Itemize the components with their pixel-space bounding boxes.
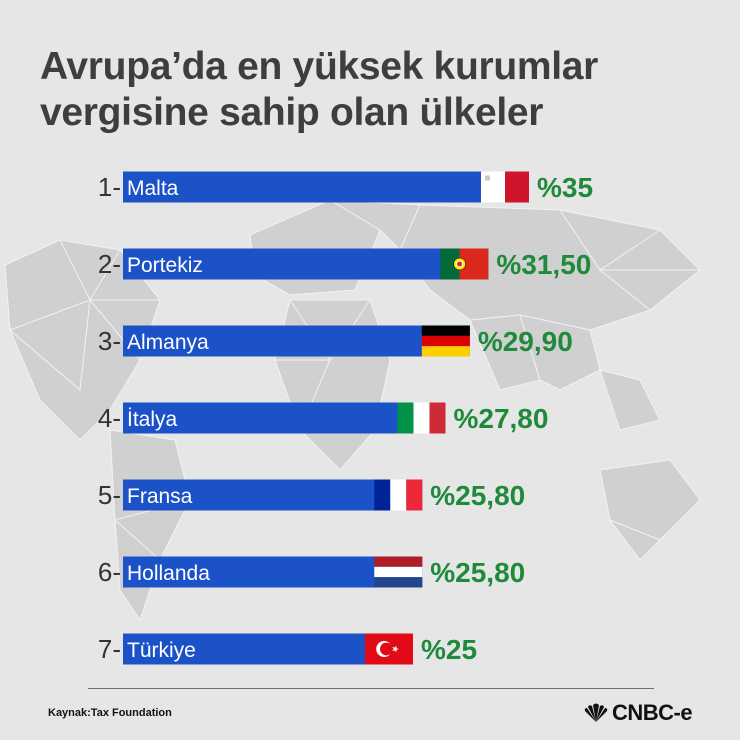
flag-part (413, 402, 430, 434)
bar-row: 4- İtalya %27,80 (98, 402, 548, 434)
title-line-2: vergisine sahip olan ülkeler (40, 91, 544, 134)
rank-label: 4- (98, 403, 121, 433)
category-label: İtalya (127, 408, 178, 431)
flag-part (440, 248, 460, 280)
logo-text: CNBC-e (612, 700, 693, 725)
footer-divider (88, 688, 654, 689)
bar-row: 5- Fransa %25,80 (98, 479, 525, 511)
flag-part (397, 402, 414, 434)
rank-label: 5- (98, 480, 121, 510)
rank-label: 3- (98, 326, 121, 356)
bar (123, 325, 470, 357)
flag-part (374, 577, 423, 588)
france-flag (374, 479, 423, 511)
title-line-1: Avrupa’da en yüksek kurumlar (40, 45, 599, 88)
rank-label: 7- (98, 634, 121, 664)
crescent-icon (380, 642, 393, 656)
category-label: Almanya (127, 331, 209, 354)
bar-row: 7- Türkiye %25 (98, 633, 477, 665)
bar-row: 1- Malta %35 (98, 171, 593, 203)
george-cross-icon (485, 175, 490, 181)
malta-flag (481, 171, 529, 203)
rank-label: 1- (98, 172, 121, 202)
value-label: %25,80 (430, 557, 525, 588)
bar (123, 556, 423, 588)
peacock-icon (584, 703, 608, 722)
category-label: Malta (127, 177, 179, 200)
value-label: %27,80 (453, 403, 548, 434)
bar-row: 2- Portekiz %31,50 (98, 248, 591, 280)
star-icon (392, 645, 399, 653)
source-note: Kaynak:Tax Foundation (48, 707, 172, 719)
flag-part (406, 479, 423, 511)
turkey-flag (365, 633, 413, 665)
netherlands-flag (374, 556, 423, 588)
category-label: Portekiz (127, 254, 203, 277)
germany-flag (421, 325, 470, 357)
bar-row: 3- Almanya %29,90 (98, 325, 573, 357)
shield-icon (456, 260, 464, 268)
cnbc-e-logo: CNBC-e (583, 700, 693, 726)
flag-part (374, 556, 423, 567)
flag-part (421, 325, 470, 336)
category-label: Hollanda (127, 562, 210, 585)
value-label: %25,80 (430, 480, 525, 511)
value-label: %29,90 (478, 326, 573, 357)
bar (123, 171, 529, 203)
flag-part (421, 335, 470, 347)
bar (123, 402, 446, 434)
rank-label: 2- (98, 249, 121, 279)
portugal-flag (440, 248, 489, 280)
flag-part (390, 479, 407, 511)
flag-part (421, 346, 470, 357)
flag-part (429, 402, 446, 434)
flag-part (374, 566, 423, 578)
value-label: %35 (537, 172, 593, 203)
bar (123, 479, 423, 511)
flag-part (481, 171, 505, 203)
flag-part (374, 479, 391, 511)
category-label: Fransa (127, 485, 193, 508)
bar-row: 6- Hollanda %25,80 (98, 556, 525, 588)
category-label: Türkiye (127, 639, 196, 662)
bar (123, 248, 489, 280)
value-label: %31,50 (496, 249, 591, 280)
flag-part (505, 171, 529, 203)
bar (123, 633, 413, 665)
chart-title: Avrupa’da en yüksek kurumlar vergisine s… (40, 44, 720, 136)
value-label: %25 (421, 634, 477, 665)
rank-label: 6- (98, 557, 121, 587)
italy-flag (397, 402, 446, 434)
